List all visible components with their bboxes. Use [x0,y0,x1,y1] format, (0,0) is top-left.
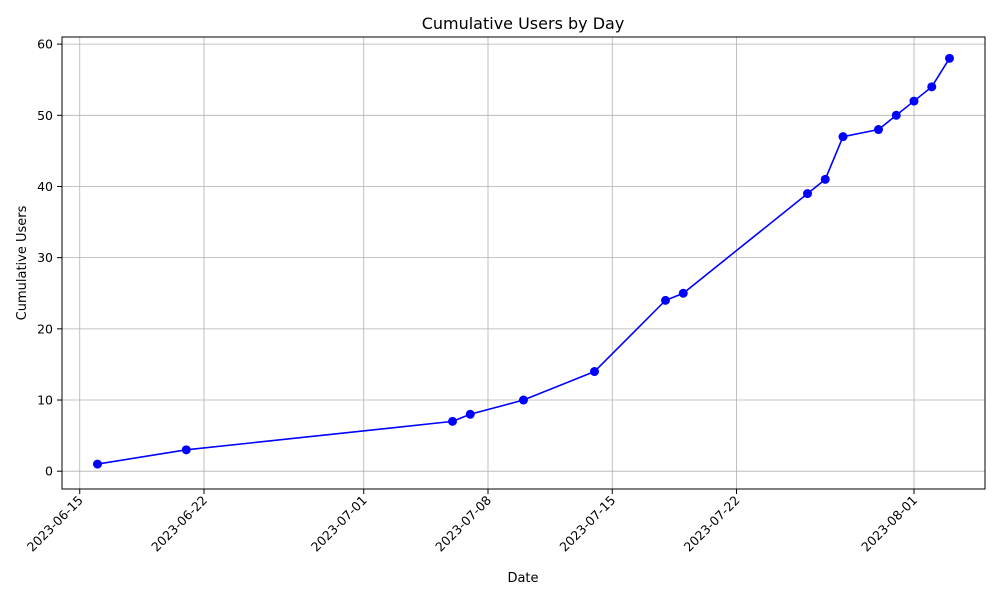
data-layer [93,53,954,469]
grid-layer [62,37,985,489]
y-tick-label: 0 [45,464,53,479]
data-point [590,367,599,377]
series-line [97,57,951,465]
chart-title: Cumulative Users by Day [422,14,625,33]
data-point [820,174,830,184]
y-tick-label: 40 [37,179,53,194]
data-point [909,96,919,106]
data-point [803,189,812,199]
y-tick-label: 10 [37,393,53,408]
data-point [891,110,901,120]
data-point [838,132,848,142]
plot-frame [61,36,986,490]
x-axis-label: Date [507,571,538,586]
data-point [93,459,102,469]
y-tick-label: 50 [37,108,53,123]
data-point [945,53,954,63]
y-axis-label: Cumulative Users [15,205,30,320]
data-point [448,416,457,426]
data-point [519,395,528,405]
data-point [181,445,191,455]
data-point [678,288,688,298]
data-point [927,82,937,92]
y-tick-label: 20 [37,321,53,336]
y-tick-label: 30 [37,250,53,265]
y-tick-label: 60 [37,37,53,52]
data-point [465,409,475,419]
data-point [874,125,883,135]
data-point [661,295,670,305]
